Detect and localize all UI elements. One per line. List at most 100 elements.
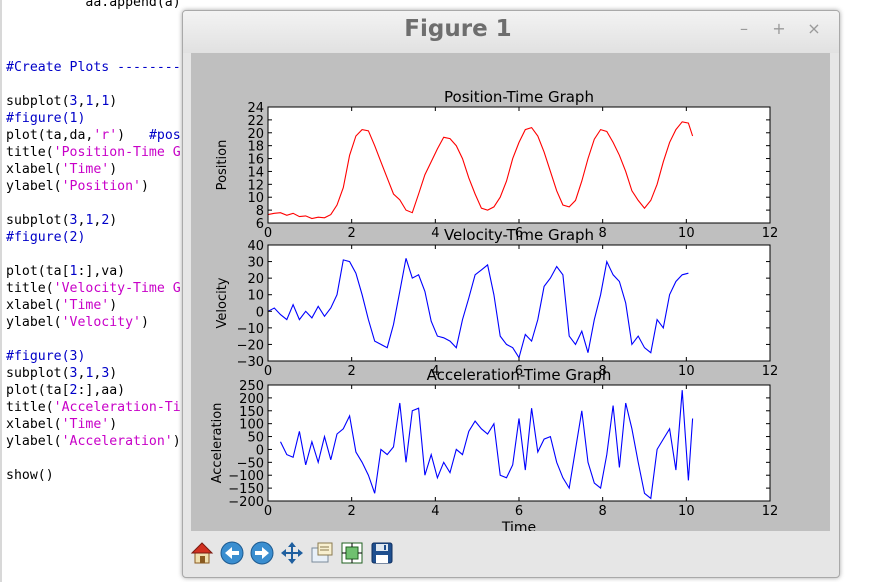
- close-button[interactable]: ×: [807, 19, 821, 38]
- minimize-button[interactable]: –: [740, 19, 748, 38]
- code-token: ): [109, 162, 118, 177]
- maximize-button[interactable]: +: [772, 19, 786, 38]
- x-tick-label: 2: [348, 364, 356, 379]
- code-line: #Create Plots --------: [6, 59, 181, 76]
- home-icon: [190, 542, 214, 564]
- y-tick-label: 24: [247, 101, 264, 116]
- forward-arrow-icon: [250, 541, 274, 565]
- code-token: 'Position-Time G: [53, 145, 181, 160]
- subplots-icon: [341, 542, 363, 564]
- code-line: plot(ta,da,'r') #pos: [6, 127, 181, 144]
- code-token: 'Velocity': [61, 315, 141, 330]
- x-tick-label: 8: [599, 364, 607, 379]
- y-tick-label: 22: [247, 114, 264, 129]
- code-token: #pos: [148, 128, 181, 143]
- code-token: 1: [101, 94, 110, 109]
- pan-move-icon: [281, 542, 303, 564]
- code-token: 'Position': [61, 179, 141, 194]
- code-line: ylabel('Position'): [6, 178, 149, 195]
- code-token: xlabel(: [6, 417, 62, 432]
- y-tick-label: 16: [247, 153, 264, 168]
- y-tick-label: 100: [239, 418, 264, 433]
- y-tick-label: 50: [247, 431, 264, 446]
- axes-background: [268, 107, 770, 223]
- x-tick-label: 0: [264, 364, 272, 379]
- y-tick-label: 10: [247, 289, 264, 304]
- chart-title: Position-Time Graph: [444, 88, 594, 106]
- code-token: 1: [85, 94, 94, 109]
- code-line: aa.append(a): [6, 0, 181, 11]
- pan-button[interactable]: [279, 540, 305, 566]
- code-token: 'Velocity-Time G: [53, 281, 181, 296]
- code-token: title(: [6, 400, 54, 415]
- back-button[interactable]: [219, 540, 245, 566]
- code-token: 'Time': [61, 417, 110, 432]
- code-token: ,: [77, 366, 86, 381]
- code-token: aa.append(a): [6, 0, 181, 10]
- code-line: xlabel('Time'): [6, 297, 117, 314]
- code-token: 'Time': [61, 298, 110, 313]
- subplot-3: 0 2 4 6 8 10 12−200−150−100−50050100150200250A…: [210, 366, 778, 536]
- save-button[interactable]: [369, 540, 395, 566]
- code-token: ): [117, 128, 149, 143]
- subplot-1: 0 2 4 6 8 10 12681012141618202224Position-Time…: [215, 88, 778, 241]
- figure-window[interactable]: Figure 1 – + × 0 2 4 6 8 10 12 6 8 10 12 14 16 18 20 22…: [182, 10, 840, 578]
- code-token: 3: [69, 366, 78, 381]
- code-token: #figure(3): [6, 349, 86, 364]
- code-token: subplot(: [6, 366, 70, 381]
- y-tick-label: 0: [256, 443, 264, 458]
- y-tick-label: 30: [247, 256, 264, 271]
- code-token: ): [140, 179, 149, 194]
- y-axis-label: Acceleration: [210, 403, 225, 484]
- figure-plots: 0 2 4 6 8 10 12681012141618202224Position-Time…: [210, 88, 778, 536]
- home-button[interactable]: [189, 540, 215, 566]
- y-axis-label: Position: [215, 140, 230, 191]
- code-line: ylabel('Acceleration'): [6, 433, 181, 450]
- code-token: #figure(2): [6, 230, 86, 245]
- code-token: ,: [77, 213, 86, 228]
- code-line: #figure(1): [6, 110, 85, 127]
- floppy-disk-icon: [371, 542, 393, 564]
- y-tick-label: −200: [228, 495, 264, 510]
- code-line: plot(ta[1:],va): [6, 263, 125, 280]
- code-token: subplot(: [6, 94, 70, 109]
- x-tick-label: 6: [515, 504, 523, 519]
- y-tick-label: 18: [247, 140, 264, 155]
- zoom-button[interactable]: [309, 540, 335, 566]
- chart-title: Velocity-Time Graph: [444, 226, 594, 244]
- code-line: #figure(3): [6, 348, 85, 365]
- y-tick-label: 10: [247, 191, 264, 206]
- code-token: 2: [101, 213, 110, 228]
- x-tick-label: 4: [431, 226, 439, 241]
- x-tick-label: 10: [678, 226, 695, 241]
- code-token: 'Acceleration-Ti: [53, 400, 181, 415]
- code-token: ylabel(: [6, 434, 62, 449]
- x-tick-label: 0: [264, 504, 272, 519]
- code-token: plot(ta,da,: [6, 128, 94, 143]
- y-tick-label: 12: [247, 178, 264, 193]
- code-token: ): [172, 434, 181, 449]
- configure-subplots-button[interactable]: [339, 540, 365, 566]
- x-tick-label: 0: [264, 226, 272, 241]
- x-tick-label: 8: [599, 226, 607, 241]
- forward-button[interactable]: [249, 540, 275, 566]
- code-token: plot(ta[: [6, 264, 70, 279]
- code-line: subplot(3,1,2): [6, 212, 117, 229]
- code-token: 'Time': [61, 162, 110, 177]
- x-tick-label: 10: [678, 504, 695, 519]
- code-token: 'r': [93, 128, 118, 143]
- x-tick-label: 6: [515, 226, 523, 241]
- subplot-2: 0 2 4 6 8 10 12−30−20−10010203040Velocity-Time…: [215, 226, 778, 379]
- y-tick-label: 40: [247, 239, 264, 254]
- code-token: 2: [69, 383, 78, 398]
- code-token: ): [109, 94, 118, 109]
- code-line: #figure(2): [6, 229, 85, 246]
- code-line: title('Velocity-Time G: [6, 280, 181, 297]
- code-token: ): [109, 366, 118, 381]
- x-tick-label: 4: [431, 364, 439, 379]
- y-tick-label: 0: [256, 305, 264, 320]
- figure-canvas[interactable]: 0 2 4 6 8 10 12 6 8 10 12 14 16 18 20 22 24 Position-Time…: [191, 53, 830, 536]
- code-token: #Create Plots --------: [6, 60, 181, 75]
- window-titlebar[interactable]: Figure 1 – + ×: [183, 11, 839, 53]
- code-token: 3: [69, 94, 78, 109]
